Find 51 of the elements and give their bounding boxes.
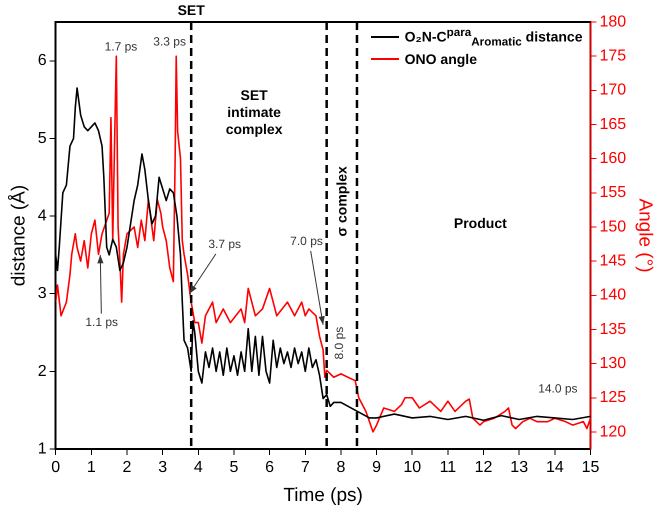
y-tick-label: 1 xyxy=(38,440,47,458)
y2-tick-label: 130 xyxy=(600,355,626,372)
x-tick-label: 14 xyxy=(546,459,564,476)
y-axis-title: distance (Å) xyxy=(8,184,30,286)
y-tick-label: 4 xyxy=(38,207,47,224)
y-tick-label: 6 xyxy=(38,52,47,70)
x-tick-label: 2 xyxy=(122,459,132,476)
y2-tick-label: 120 xyxy=(600,423,626,440)
x-tick-label: 12 xyxy=(474,459,493,476)
y2-tick-label: 160 xyxy=(600,150,626,168)
annotation: 14.0 ps xyxy=(538,382,578,396)
legend-label: ONO angle xyxy=(404,51,477,67)
y2-tick-label: 155 xyxy=(600,184,626,202)
y-tick-label: 5 xyxy=(38,130,47,147)
y2-tick-label: 145 xyxy=(600,252,626,270)
ref-line-label: SET xyxy=(178,2,206,18)
x-tick-label: 10 xyxy=(403,459,422,476)
annotation: SET intimate complex xyxy=(226,86,283,137)
y2-tick-label: 180 xyxy=(600,13,626,30)
x-tick-label: 7 xyxy=(300,459,310,476)
y-tick-label: 2 xyxy=(38,362,47,380)
y2-axis-title: Angle (°) xyxy=(634,198,656,273)
y2-tick-label: 135 xyxy=(600,320,626,338)
x-tick-label: 4 xyxy=(194,459,203,476)
legend-label: O₂N-C$^{para}$$_{Aromatic}$ distance xyxy=(404,26,582,48)
annotation: σ complex xyxy=(334,166,350,236)
y2-tick-label: 175 xyxy=(600,48,626,65)
annotation: 3.7 ps xyxy=(208,237,242,252)
annotation: 1.1 ps xyxy=(85,314,118,329)
x-tick-label: 9 xyxy=(372,459,382,476)
y2-tick-label: 150 xyxy=(600,218,626,236)
y-tick-label: 3 xyxy=(38,285,47,302)
y2-tick-label: 170 xyxy=(600,82,626,99)
annotation: 3.3 ps xyxy=(153,34,186,48)
x-tick-label: 15 xyxy=(582,459,600,476)
x-tick-label: 5 xyxy=(230,459,239,476)
y2-tick-label: 165 xyxy=(600,116,626,133)
annotation: Product xyxy=(454,214,508,231)
x-tick-label: 13 xyxy=(510,459,528,476)
y2-tick-label: 140 xyxy=(600,286,626,304)
annotation: 8.0 ps xyxy=(332,326,346,360)
x-tick-label: 1 xyxy=(86,459,96,476)
x-axis-title: Time (ps) xyxy=(283,484,363,506)
x-tick-label: 11 xyxy=(440,459,456,476)
x-tick-label: 3 xyxy=(158,459,168,476)
annotation: 7.0 ps xyxy=(290,234,323,248)
x-tick-label: 8 xyxy=(336,459,346,476)
x-tick-label: 6 xyxy=(265,459,274,476)
x-tick-label: 0 xyxy=(51,459,60,476)
annotation: 1.7 ps xyxy=(104,40,138,54)
y2-tick-label: 125 xyxy=(600,389,626,406)
